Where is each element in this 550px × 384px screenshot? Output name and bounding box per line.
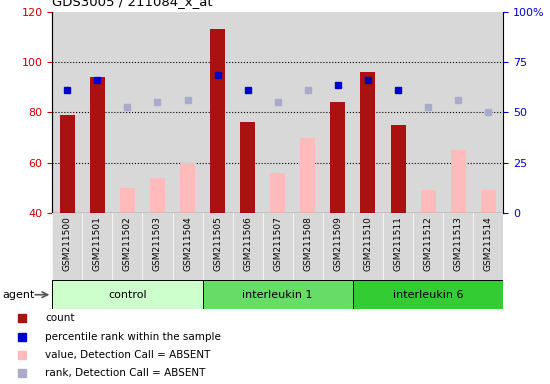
Bar — [331, 102, 345, 213]
Bar — [240, 122, 255, 213]
Bar — [202, 280, 353, 309]
Bar — [90, 77, 105, 213]
Text: GSM211513: GSM211513 — [454, 217, 463, 271]
Bar — [300, 137, 315, 213]
Text: percentile rank within the sample: percentile rank within the sample — [45, 332, 221, 342]
Bar — [210, 29, 225, 213]
Text: GSM211511: GSM211511 — [393, 217, 403, 271]
Bar — [120, 188, 135, 213]
Text: GSM211500: GSM211500 — [63, 217, 72, 271]
Bar — [270, 173, 285, 213]
Text: GSM211510: GSM211510 — [364, 217, 372, 271]
Bar — [390, 125, 405, 213]
Text: count: count — [45, 313, 75, 323]
Text: value, Detection Call = ABSENT: value, Detection Call = ABSENT — [45, 350, 211, 360]
Text: GSM211514: GSM211514 — [483, 217, 493, 271]
Text: GSM211508: GSM211508 — [303, 217, 312, 271]
Bar — [481, 190, 496, 213]
Text: GSM211512: GSM211512 — [424, 217, 433, 271]
Text: GSM211507: GSM211507 — [273, 217, 282, 271]
Bar — [60, 115, 75, 213]
Text: GSM211502: GSM211502 — [123, 217, 132, 271]
Text: GSM211506: GSM211506 — [243, 217, 252, 271]
Text: control: control — [108, 290, 147, 300]
Text: interleukin 6: interleukin 6 — [393, 290, 463, 300]
Text: rank, Detection Call = ABSENT: rank, Detection Call = ABSENT — [45, 368, 206, 378]
Bar — [180, 163, 195, 213]
Bar — [353, 280, 503, 309]
Bar — [360, 72, 376, 213]
Text: GSM211501: GSM211501 — [93, 217, 102, 271]
Text: interleukin 1: interleukin 1 — [243, 290, 313, 300]
Bar — [150, 178, 165, 213]
Bar — [421, 190, 436, 213]
Bar — [450, 150, 466, 213]
Text: GSM211503: GSM211503 — [153, 217, 162, 271]
Text: GSM211505: GSM211505 — [213, 217, 222, 271]
Text: agent: agent — [3, 290, 35, 300]
Text: GSM211509: GSM211509 — [333, 217, 343, 271]
Text: GSM211504: GSM211504 — [183, 217, 192, 271]
Bar — [52, 280, 202, 309]
Text: GDS3005 / 211084_x_at: GDS3005 / 211084_x_at — [52, 0, 213, 8]
